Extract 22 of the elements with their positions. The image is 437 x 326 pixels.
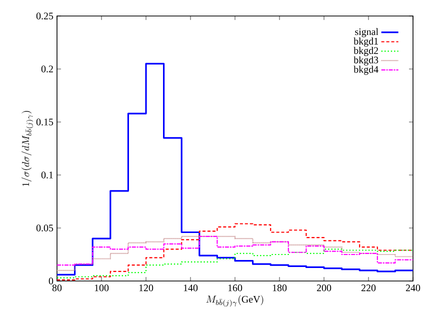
x-tick-label: 80: [52, 284, 62, 292]
x-axis-title: $M_{b\bar{b}(j)\gamma}(\mathrm{GeV})$: [206, 295, 264, 307]
y-tick-label: 0.1: [41, 172, 53, 178]
y-tick-label: 0.2: [41, 66, 53, 72]
y-tick-label: 0.05: [36, 224, 54, 232]
x-tick-label: 120: [139, 284, 154, 292]
y-axis-title: $1/\sigma(d\sigma/dM_{b\bar{b}(j)\gamma})$: [22, 111, 34, 186]
x-tick-label: 200: [316, 284, 332, 292]
x-tick-label: 180: [272, 284, 287, 292]
x-tick-label: 140: [184, 284, 198, 292]
legend-label: bkgd4: [354, 66, 378, 75]
x-tick-label: 240: [406, 284, 420, 292]
y-tick-label: 0.25: [36, 12, 54, 20]
y-tick-label: 0: [48, 278, 54, 284]
legend-label: bkgd3: [354, 56, 378, 66]
x-tick-label: 100: [94, 284, 109, 292]
legend-label: signal: [355, 28, 378, 38]
x-tick-label: 160: [228, 284, 242, 292]
x-tick-label: 220: [361, 284, 376, 292]
legend-label: bkgd2: [354, 46, 378, 56]
y-tick-label: 0.15: [36, 118, 54, 126]
legend-label: bkgd1: [354, 38, 378, 47]
